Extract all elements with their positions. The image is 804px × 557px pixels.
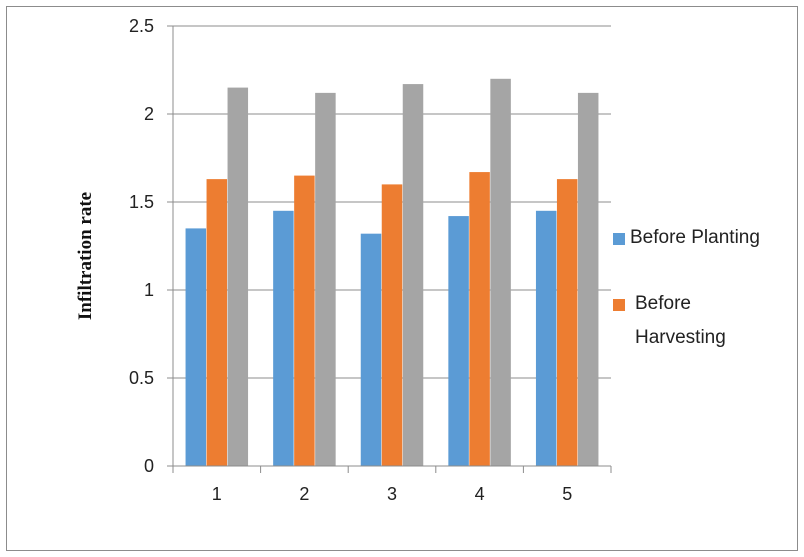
bar	[206, 179, 228, 466]
bars	[185, 78, 599, 467]
y-tick-labels: 0 0.5 1 1.5 2 2.5	[129, 16, 154, 476]
bar	[448, 216, 469, 466]
bar-chart: 0 0.5 1 1.5 2 2.5 1 2 3 4 5 Infiltration rate	[75, 16, 612, 504]
y-tick-label: 0	[144, 456, 154, 476]
y-tick-label: 0.5	[129, 368, 154, 388]
bar	[273, 210, 294, 466]
y-tick-label: 2.5	[129, 16, 154, 36]
x-tick-label: 5	[562, 484, 572, 504]
x-tick-label: 3	[387, 484, 397, 504]
bar	[315, 92, 336, 466]
x-tick-label: 1	[212, 484, 222, 504]
y-axis-label: Infiltration rate	[75, 192, 96, 320]
y-tick-label: 2	[144, 104, 154, 124]
bar	[577, 92, 599, 466]
bar	[556, 179, 578, 466]
bar	[227, 87, 249, 466]
bar	[381, 184, 403, 466]
legend-label-line-1: Before	[635, 293, 691, 314]
legend-label-line-2: Harvesting	[635, 327, 726, 348]
y-tick-label: 1.5	[129, 192, 154, 212]
legend-swatch-orange	[613, 299, 625, 311]
chart-frame: 0 0.5 1 1.5 2 2.5 1 2 3 4 5 Infiltration rate Bef…	[6, 6, 798, 551]
bar	[469, 172, 490, 466]
bar	[294, 175, 315, 466]
axes	[167, 25, 612, 473]
bar	[360, 233, 382, 466]
bar	[490, 78, 511, 467]
legend-swatch-blue	[613, 233, 625, 245]
bar	[185, 228, 207, 466]
bar	[402, 84, 424, 466]
legend-label: Before Planting	[630, 227, 760, 248]
x-tick-labels: 1 2 3 4 5	[212, 484, 572, 504]
y-tick-label: 1	[144, 280, 154, 300]
x-tick-label: 2	[299, 484, 309, 504]
bar	[535, 210, 557, 466]
x-tick-label: 4	[475, 484, 485, 504]
